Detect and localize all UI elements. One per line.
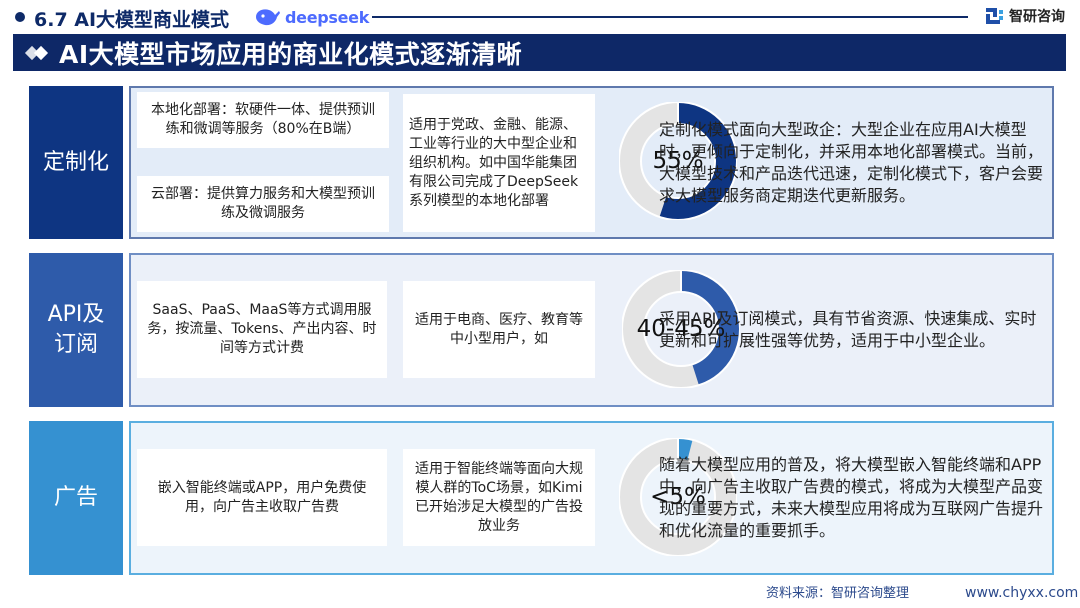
share-donut: 55%: [618, 101, 738, 221]
row-customization: 定制化 本地化部署：软硬件一体、提供预训练和微调等服务（80%在B端） 云部署：…: [29, 86, 1054, 239]
bullet-dot-icon: [15, 12, 25, 22]
applicable-users-box: 适用于电商、医疗、教育等中小型用户，如: [403, 281, 595, 378]
share-label: 55%: [652, 148, 704, 174]
website-url: www.chyxx.com: [965, 585, 1079, 601]
diamond-icon: [24, 45, 51, 61]
data-source: 资料来源：智研咨询整理: [766, 586, 910, 601]
share-donut: 40-45%: [621, 269, 741, 389]
applicable-users-box: 适用于党政、金融、能源、工业等行业的大中型企业和组织机构。如中国华能集团有限公司…: [403, 94, 595, 232]
share-label: 40-45%: [636, 316, 726, 342]
banner-title: AI大模型市场应用的商业化模式逐渐清晰: [59, 39, 523, 69]
row-label: 定制化: [29, 86, 123, 239]
chyxx-logo-icon: [986, 8, 1003, 24]
donut-chart-icon: [621, 269, 741, 389]
deepseek-logo-text: deepseek: [285, 7, 370, 27]
cloud-deployment-box: 云部署：提供算力服务和大模型预训练及微调服务: [137, 176, 389, 232]
row-advertising: 广告 嵌入智能终端或APP，用户免费使用，向广告主收取广告费 适用于智能终端等面…: [29, 421, 1054, 575]
billing-method-box: SaaS、PaaS、MaaS等方式调用服务，按流量、Tokens、产出内容、时间…: [137, 281, 387, 378]
row-description: 随着大模型应用的普及，将大模型嵌入智能终端和APP中，向广告主收取广告费的模式，…: [659, 455, 1044, 540]
share-label: <5%: [650, 484, 706, 510]
whale-icon: [256, 9, 280, 26]
title-banner: AI大模型市场应用的商业化模式逐渐清晰: [13, 34, 1066, 71]
brand-logo: 智研咨询: [986, 6, 1065, 26]
header-divider: [372, 16, 968, 18]
share-donut: <5%: [618, 437, 738, 557]
applicable-users-box: 适用于智能终端等面向大规模人群的ToC场景，如Kimi已开始涉足大模型的广告投放…: [403, 449, 595, 546]
row-label: 广告: [29, 421, 123, 575]
top-bar: 6.7 AI大模型商业模式 deepseek 智研咨询: [0, 0, 1080, 34]
row-api-subscription: API及订阅 SaaS、PaaS、MaaS等方式调用服务，按流量、Tokens、…: [29, 253, 1054, 407]
donut-chart-icon: [618, 101, 738, 221]
revenue-model-box: 嵌入智能终端或APP，用户免费使用，向广告主收取广告费: [137, 449, 387, 546]
donut-chart-icon: [618, 437, 738, 557]
local-deployment-box: 本地化部署：软硬件一体、提供预训练和微调等服务（80%在B端）: [137, 92, 389, 148]
row-label: API及订阅: [29, 253, 123, 407]
row-description: 定制化模式面向大型政企：大型企业在应用AI大模型时，更倾向于定制化，并采用本地化…: [659, 119, 1044, 205]
row-description: 采用API及订阅模式，具有节省资源、快速集成、实时更新和可扩展性强等优势，适用于…: [659, 309, 1037, 350]
deepseek-logo: deepseek: [254, 6, 369, 28]
section-title: 6.7 AI大模型商业模式: [34, 9, 230, 31]
brand-name: 智研咨询: [1009, 9, 1065, 25]
